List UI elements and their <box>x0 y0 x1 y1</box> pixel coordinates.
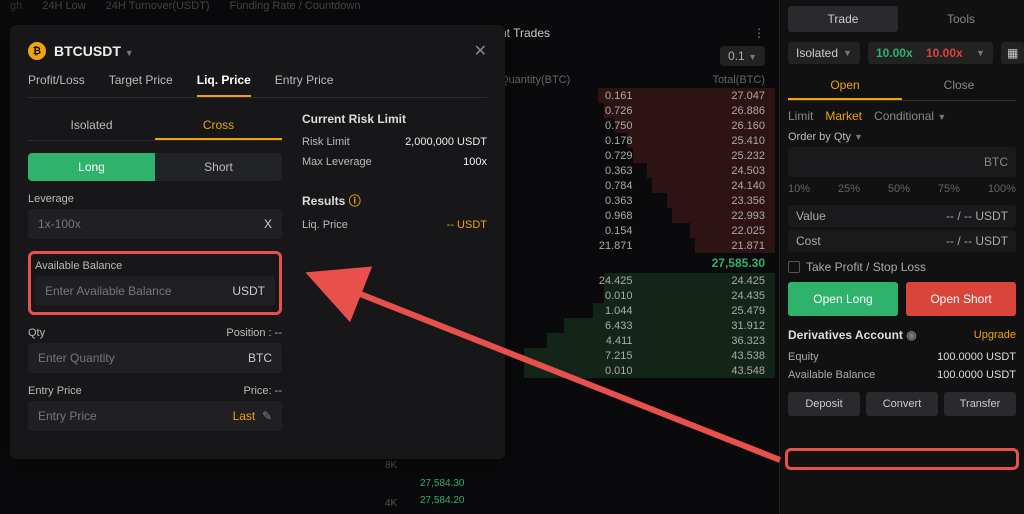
ask-row[interactable]: 0.17825.410 <box>490 133 775 148</box>
ask-row[interactable]: 0.96822.993 <box>490 208 775 223</box>
risk-limit-title: Current Risk Limit <box>302 112 487 126</box>
leverage-input[interactable]: 1x-100xX <box>28 209 282 239</box>
ask-row[interactable]: 0.78424.140 <box>490 178 775 193</box>
calculator-icon[interactable]: ▦ <box>1001 42 1024 64</box>
liq-price-tab[interactable]: Liq. Price <box>197 73 251 97</box>
convert-button[interactable]: Convert <box>866 392 938 416</box>
col-total: Total(BTC) <box>712 74 765 86</box>
limit-mode[interactable]: Limit <box>788 109 813 123</box>
orderbook-title: nt Trades <box>500 26 550 40</box>
entry-price-label: Entry Price <box>28 385 82 397</box>
order-type-tabs: Limit Market Conditional ▼ <box>788 109 1016 123</box>
ask-row[interactable]: 0.72925.232 <box>490 148 775 163</box>
btc-icon: ₿ <box>28 42 46 60</box>
max-lev-value: 100x <box>463 156 487 168</box>
conditional-mode[interactable]: Conditional ▼ <box>874 109 946 123</box>
eye-icon[interactable]: ◉ <box>906 328 916 342</box>
order-by-qty-label: Order by Qty ▼ <box>788 131 1016 143</box>
bid-row[interactable]: 0.01043.548 <box>490 363 775 378</box>
open-short-button[interactable]: Open Short <box>906 282 1016 316</box>
close-tab[interactable]: Close <box>902 72 1016 100</box>
liq-price-label: Liq. Price <box>302 219 348 231</box>
tp-sl-checkbox[interactable] <box>788 261 800 273</box>
equity-label: Equity <box>788 351 819 363</box>
amount-dropdown[interactable]: 0.1 ▼ <box>720 46 765 66</box>
entry-price-input[interactable]: Entry PriceLast ✎ <box>28 401 282 431</box>
isolated-tab[interactable]: Isolated <box>28 112 155 140</box>
label: 24H Low <box>42 0 85 20</box>
more-icon[interactable]: ⋮ <box>753 26 765 40</box>
calculator-modal: ₿ BTCUSDT ▼ ✕ Profit/Loss Target Price L… <box>10 25 505 459</box>
price-label: 27,584.20 <box>420 495 465 506</box>
short-button[interactable]: Short <box>155 153 282 181</box>
margin-mode-dropdown[interactable]: Isolated▼ <box>788 42 860 64</box>
top-info-strip: gh 24H Low 24H Turnover(USDT) Funding Ra… <box>0 0 779 20</box>
pair-title[interactable]: BTCUSDT ▼ <box>54 43 134 59</box>
ask-row[interactable]: 0.36324.503 <box>490 163 775 178</box>
transfer-button[interactable]: Transfer <box>944 392 1016 416</box>
price-label: 27,584.30 <box>420 478 465 489</box>
results-title: Results ⓘ <box>302 192 487 209</box>
upgrade-link[interactable]: Upgrade <box>974 329 1016 341</box>
label: 24H Turnover(USDT) <box>106 0 210 20</box>
bid-row[interactable]: 24.42524.425 <box>490 273 775 288</box>
axis-label: 8K <box>385 460 397 471</box>
avail-value: 100.0000 USDT <box>937 369 1016 381</box>
col-qty: Quantity(BTC) <box>500 74 570 86</box>
axis-label: 4K <box>385 498 397 509</box>
trade-tab[interactable]: Trade <box>788 6 898 32</box>
bid-row[interactable]: 1.04425.479 <box>490 303 775 318</box>
market-mode[interactable]: Market <box>825 109 862 123</box>
value-amount: -- / -- USDT <box>946 209 1008 223</box>
balance-input[interactable]: Enter Available BalanceUSDT <box>35 276 275 306</box>
bid-row[interactable]: 0.01024.435 <box>490 288 775 303</box>
long-button[interactable]: Long <box>28 153 155 181</box>
qty-label: Qty <box>28 327 45 339</box>
qty-input[interactable]: Enter QuantityBTC <box>28 343 282 373</box>
entry-price-tab[interactable]: Entry Price <box>275 73 334 97</box>
edit-icon[interactable]: ✎ <box>262 409 272 423</box>
trade-panel: Trade Tools Isolated▼ 10.00x 10.00x ▼ ▦ … <box>779 0 1024 514</box>
mid-price: 27,585.30 <box>490 253 775 273</box>
cost-label: Cost <box>796 234 821 248</box>
orderbook: nt Trades ⋮ 0.1 ▼ Quantity(BTC) Total(BTC… <box>490 20 775 510</box>
bid-row[interactable]: 7.21543.538 <box>490 348 775 363</box>
ask-row[interactable]: 21.87121.871 <box>490 238 775 253</box>
equity-value: 100.0000 USDT <box>937 351 1016 363</box>
leverage-selector[interactable]: 10.00x 10.00x ▼ <box>868 42 993 64</box>
bid-row[interactable]: 4.41136.323 <box>490 333 775 348</box>
cost-amount: -- / -- USDT <box>946 234 1008 248</box>
label: Funding Rate / Countdown <box>230 0 361 20</box>
deposit-button[interactable]: Deposit <box>788 392 860 416</box>
liq-price-value: -- USDT <box>447 219 487 231</box>
highlighted-balance-section: Available Balance Enter Available Balanc… <box>28 251 282 315</box>
risk-limit-value: 2,000,000 USDT <box>405 136 487 148</box>
open-tab[interactable]: Open <box>788 72 902 100</box>
target-price-tab[interactable]: Target Price <box>109 73 173 97</box>
pct-selector[interactable]: 10%25%50%75%100% <box>788 183 1016 195</box>
qty-input[interactable]: BTC <box>788 147 1016 177</box>
risk-limit-label: Risk Limit <box>302 136 350 148</box>
ask-row[interactable]: 0.75026.160 <box>490 118 775 133</box>
balance-label: Available Balance <box>35 260 275 272</box>
cross-tab[interactable]: Cross <box>155 112 282 140</box>
ask-row[interactable]: 0.15422.025 <box>490 223 775 238</box>
ask-row[interactable]: 0.72626.886 <box>490 103 775 118</box>
ask-row[interactable]: 0.36323.356 <box>490 193 775 208</box>
acct-title: Derivatives Account <box>788 328 903 342</box>
bid-row[interactable]: 6.43331.912 <box>490 318 775 333</box>
ask-row[interactable]: 0.16127.047 <box>490 88 775 103</box>
close-icon[interactable]: ✕ <box>474 41 487 61</box>
tools-tab[interactable]: Tools <box>906 6 1016 32</box>
avail-label: Available Balance <box>788 369 875 381</box>
tp-sl-label: Take Profit / Stop Loss <box>806 260 926 274</box>
open-long-button[interactable]: Open Long <box>788 282 898 316</box>
profit-loss-tab[interactable]: Profit/Loss <box>28 73 85 97</box>
leverage-label: Leverage <box>28 193 282 205</box>
value-label: Value <box>796 209 826 223</box>
max-lev-label: Max Leverage <box>302 156 372 168</box>
